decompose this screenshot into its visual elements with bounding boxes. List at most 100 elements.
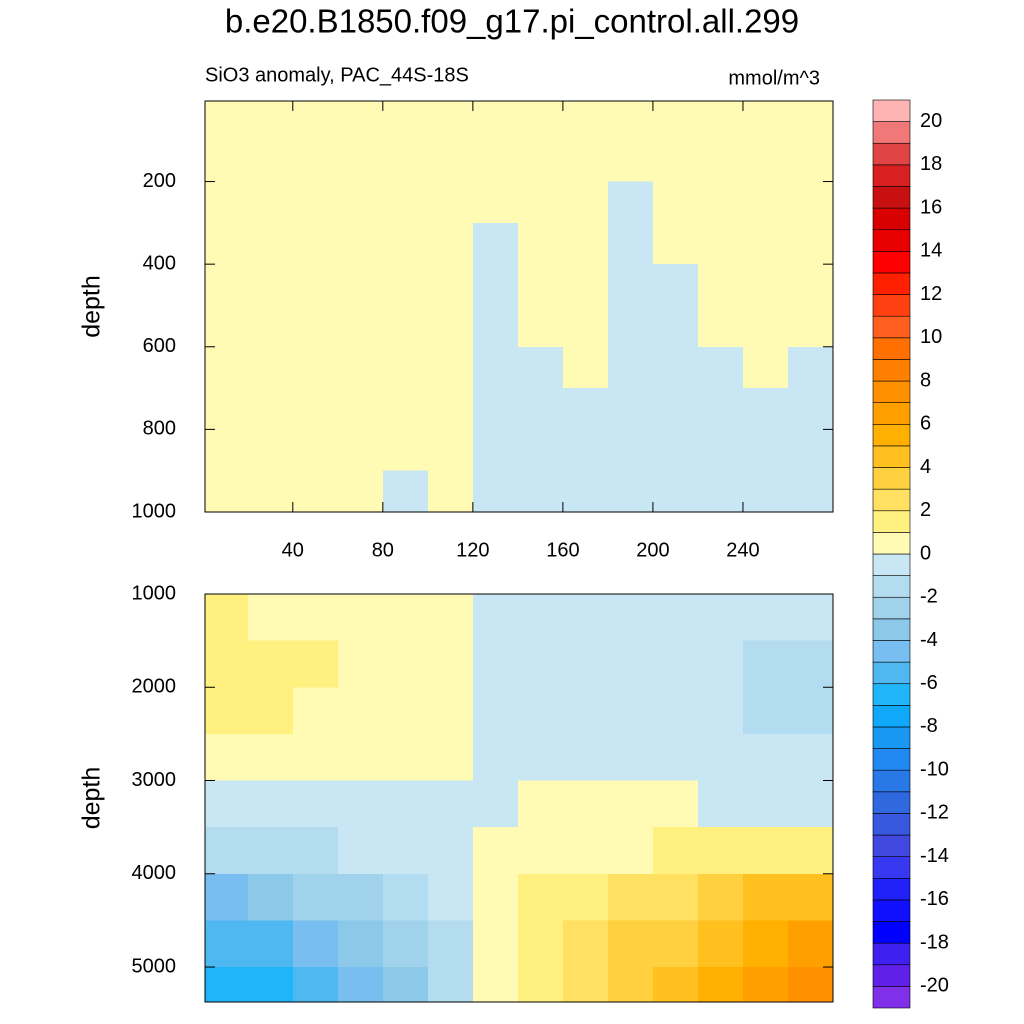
y-tick-label: 200 (143, 170, 176, 192)
contour-cell (472, 873, 519, 921)
contour-cell (337, 594, 384, 642)
colorbar-box (872, 467, 911, 490)
contour-cell (247, 827, 294, 875)
colorbar-box (872, 186, 911, 209)
contour-cell (427, 780, 474, 828)
x-tick-label: 120 (456, 539, 489, 561)
contour-cell (427, 470, 474, 513)
contour-cell (562, 827, 609, 875)
colorbar-box (872, 142, 911, 166)
contour-cell (292, 429, 339, 472)
contour-cell (337, 181, 384, 224)
contour-cell (787, 920, 834, 968)
contour-cell (652, 920, 699, 968)
contour-cell (427, 101, 474, 141)
contour-cell (292, 873, 339, 921)
colorbar-label: 12 (920, 283, 942, 305)
contour-cell (517, 920, 564, 968)
colorbar-box (872, 899, 911, 922)
contour-cell (562, 470, 609, 513)
colorbar-box (872, 661, 911, 685)
contour-cell (427, 827, 474, 875)
contour-cell (607, 780, 654, 828)
contour-cell (517, 140, 564, 183)
contour-cell (517, 346, 564, 389)
contour-cell (205, 687, 249, 735)
contour-cell (607, 346, 654, 389)
colorbar-box (872, 488, 911, 512)
contour-cell (382, 640, 429, 688)
contour-cell (292, 594, 339, 642)
contour-cell (697, 967, 744, 1003)
contour-cell (517, 429, 564, 472)
colorbar-box (872, 315, 911, 339)
contour-cell (652, 687, 699, 735)
x-tick-label: 240 (726, 539, 759, 561)
contour-cell (562, 967, 609, 1003)
contour-cell (787, 101, 834, 141)
contour-cell (472, 140, 519, 183)
contour-cell (472, 687, 519, 735)
contour-cell (562, 222, 609, 265)
contour-cell (517, 264, 564, 306)
colorbar-box (872, 791, 911, 814)
contour-cell (337, 140, 384, 183)
y-axis-label: depth (78, 275, 106, 338)
contour-cell (607, 733, 654, 782)
contour-cell (562, 181, 609, 224)
contour-cell (787, 264, 834, 306)
contour-cell (562, 733, 609, 782)
contour-cell (292, 687, 339, 735)
colorbar-label: -4 (920, 629, 938, 651)
contour-cell (205, 222, 249, 265)
colorbar-box (872, 164, 911, 187)
contour-cell (247, 181, 294, 224)
contour-cell (247, 920, 294, 968)
colorbar-box (872, 834, 911, 857)
colorbar-box (872, 272, 911, 295)
colorbar-label: -10 (920, 758, 949, 780)
contour-cell (247, 101, 294, 141)
contour-cell (472, 733, 519, 782)
colorbar-box (872, 359, 911, 382)
contour-cell (205, 733, 249, 782)
colorbar-box (872, 942, 911, 966)
contour-cell (697, 305, 744, 348)
y-tick-label: 2000 (132, 676, 177, 698)
colorbar-box (872, 618, 911, 641)
colorbar-label: -8 (920, 715, 938, 737)
contour-cell (247, 873, 294, 921)
contour-cell (697, 873, 744, 921)
contour-cell (337, 388, 384, 430)
contour-cell (205, 594, 249, 642)
contour-cell (697, 733, 744, 782)
colorbar-box (872, 964, 911, 987)
colorbar-box (872, 99, 911, 122)
contour-cell (382, 181, 429, 224)
contour-cell (517, 873, 564, 921)
contour-cell (787, 346, 834, 389)
contour-cell (205, 827, 249, 875)
contour-cell (697, 388, 744, 430)
contour-cell (427, 687, 474, 735)
contour-cell (292, 920, 339, 968)
colorbar-label: -12 (920, 802, 949, 824)
contour-cell (652, 305, 699, 348)
contour-cell (382, 429, 429, 472)
colorbar-box (872, 445, 911, 468)
colorbar-box (872, 640, 911, 663)
contour-cell (562, 640, 609, 688)
contour-cell (517, 687, 564, 735)
contour-cell (205, 101, 249, 141)
contour-cell (205, 181, 249, 224)
contour-cell (742, 920, 789, 968)
contour-cell (787, 305, 834, 348)
colorbar-box (872, 532, 911, 555)
contour-cell (472, 470, 519, 513)
contour-cell (787, 967, 834, 1003)
colorbar-label: 20 (920, 110, 942, 132)
contour-cell (562, 388, 609, 430)
colorbar-label: -20 (920, 975, 949, 997)
colorbar-label: 6 (920, 413, 931, 435)
contour-cell (292, 780, 339, 828)
